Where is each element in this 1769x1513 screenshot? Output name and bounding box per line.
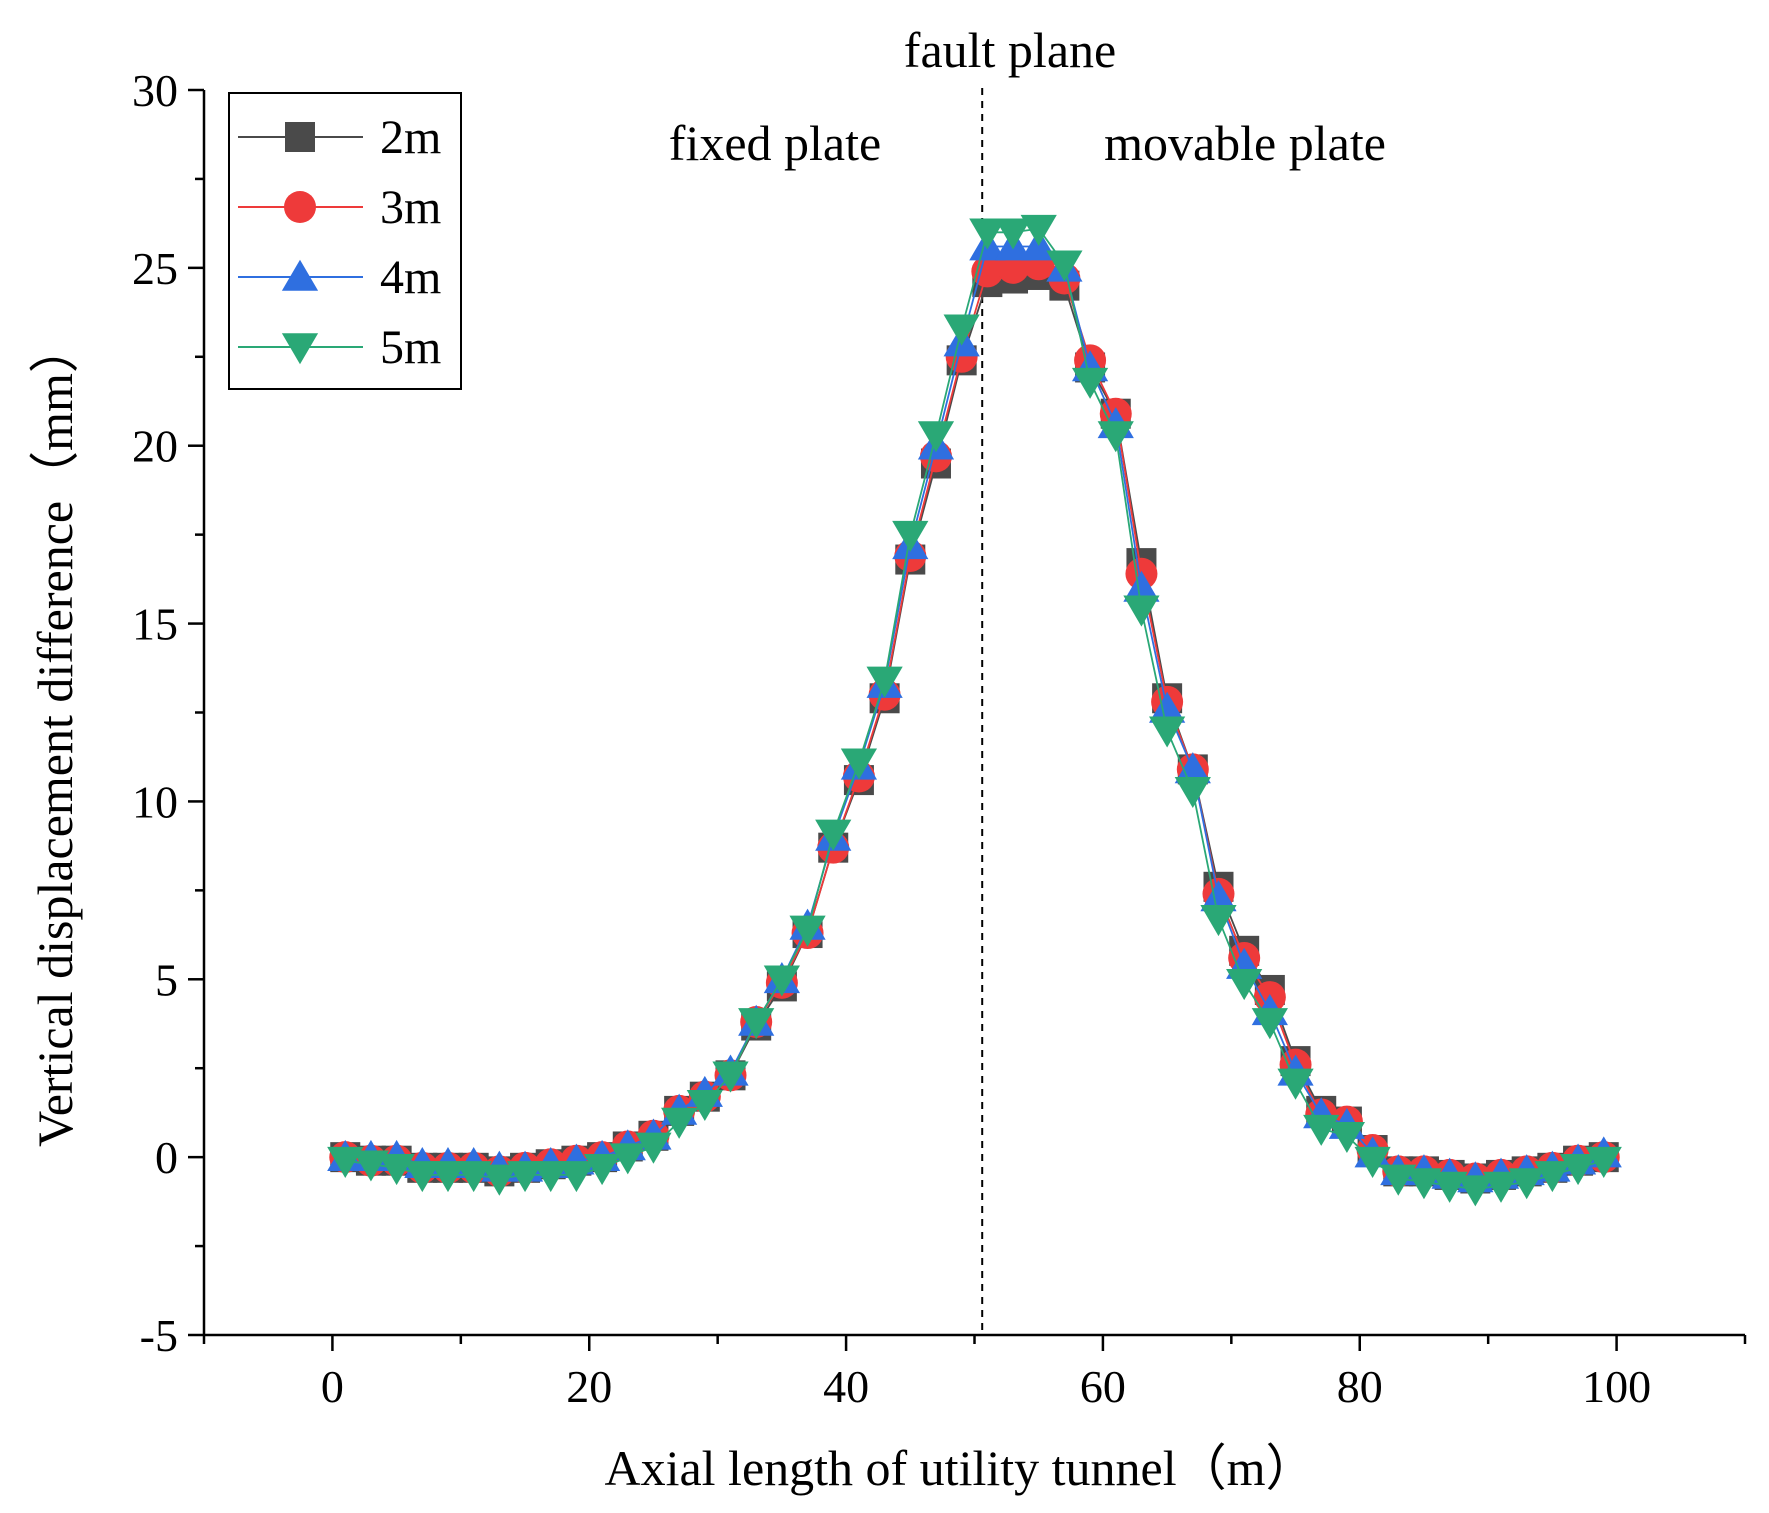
legend-item-5m: 5m	[238, 321, 441, 374]
data-point	[1328, 1122, 1366, 1154]
data-point	[1534, 1161, 1571, 1193]
x-tick-label: 60	[1080, 1361, 1126, 1412]
x-tick-label: 0	[321, 1361, 344, 1412]
data-point	[840, 748, 878, 780]
data-point	[429, 1161, 467, 1193]
data-point	[558, 1161, 595, 1193]
legend-label: 5m	[380, 321, 441, 374]
data-point	[763, 965, 800, 997]
data-point	[1097, 421, 1134, 453]
y-tick-label: 15	[132, 599, 178, 650]
data-point	[1020, 214, 1057, 246]
data-point	[1405, 1168, 1443, 1200]
data-point	[1174, 752, 1211, 784]
x-axis-title: Axial length of utility tunnel（m）	[604, 1440, 1315, 1496]
data-point	[1200, 905, 1237, 937]
data-point	[1380, 1164, 1417, 1196]
series-line	[345, 274, 1604, 1180]
series-5m	[327, 214, 1622, 1207]
plot-area: 0 20 40 60 80 100 -5 0 5 10 15 20 25 30	[132, 65, 1747, 1412]
x-tick-label: 80	[1337, 1361, 1383, 1412]
data-point	[738, 1008, 775, 1040]
legend: 2m 3m 4m 5m	[228, 92, 462, 390]
legend-item-3m: 3m	[238, 181, 441, 234]
data-point	[532, 1161, 569, 1193]
x-ticks: 0 20 40 60 80 100	[202, 1335, 1747, 1412]
data-point	[712, 1061, 749, 1093]
data-point	[281, 333, 319, 365]
data-point	[506, 1161, 544, 1193]
data-point	[1482, 1171, 1520, 1203]
series-3m	[329, 248, 1620, 1195]
data-point	[1559, 1154, 1597, 1186]
y-tick-label: -5	[140, 1310, 178, 1361]
data-point	[1149, 691, 1186, 723]
data-point	[1508, 1168, 1545, 1200]
data-point	[281, 259, 319, 291]
data-point	[1123, 595, 1160, 627]
fixed-plate-label: fixed plate	[669, 115, 881, 171]
legend-label: 3m	[380, 181, 441, 234]
data-point	[1123, 570, 1160, 602]
data-point	[583, 1154, 621, 1186]
legend-box	[228, 92, 462, 390]
data-point	[1149, 716, 1186, 748]
y-tick-label: 5	[155, 954, 178, 1005]
legend-label: 2m	[380, 111, 441, 164]
x-tick-label: 20	[566, 1361, 612, 1412]
data-point	[661, 1107, 698, 1139]
data-point	[1200, 880, 1237, 912]
data-point	[917, 421, 955, 453]
legend-item-2m: 2m	[238, 111, 441, 164]
data-point	[789, 915, 826, 947]
series-2m	[330, 259, 1619, 1194]
data-point	[352, 1150, 390, 1182]
movable-plate-label: movable plate	[1104, 115, 1386, 171]
y-axis-title: Vertical displacement difference（mm）	[27, 323, 83, 1147]
data-point	[1071, 367, 1109, 399]
data-point	[404, 1161, 441, 1193]
x-tick-label: 100	[1582, 1361, 1651, 1412]
data-point	[1251, 1008, 1288, 1040]
data-point	[1226, 969, 1263, 1001]
data-point	[1431, 1171, 1468, 1203]
y-tick-label: 30	[132, 65, 178, 116]
y-tick-label: 10	[132, 776, 178, 827]
data-point	[327, 1146, 364, 1178]
y-tick-label: 25	[132, 243, 178, 294]
data-point	[815, 819, 852, 851]
data-point	[969, 218, 1006, 250]
y-tick-label: 0	[155, 1132, 178, 1183]
data-point	[943, 314, 980, 346]
y-tick-label: 20	[132, 421, 178, 472]
data-point	[1354, 1146, 1391, 1178]
data-point	[1174, 776, 1211, 809]
data-point	[1585, 1146, 1622, 1178]
data-point	[285, 122, 315, 152]
x-tick-label: 40	[823, 1361, 869, 1412]
data-point	[686, 1089, 723, 1122]
legend-label: 4m	[380, 251, 441, 304]
data-point	[455, 1161, 492, 1193]
series-line	[345, 263, 1604, 1180]
data-point	[1277, 1068, 1314, 1100]
data-point	[1457, 1175, 1494, 1207]
data-point	[481, 1164, 518, 1196]
data-point	[635, 1132, 672, 1164]
data-point	[892, 520, 929, 552]
series-line	[345, 245, 1604, 1180]
data-point	[609, 1143, 646, 1175]
data-point	[1046, 250, 1083, 282]
legend-item-4m: 4m	[238, 251, 441, 304]
fault-plane-label: fault plane	[904, 22, 1116, 78]
series-layer	[327, 214, 1622, 1207]
data-point	[994, 218, 1032, 250]
data-point	[284, 191, 316, 223]
y-ticks: -5 0 5 10 15 20 25 30	[132, 65, 204, 1361]
data-point	[866, 666, 903, 698]
